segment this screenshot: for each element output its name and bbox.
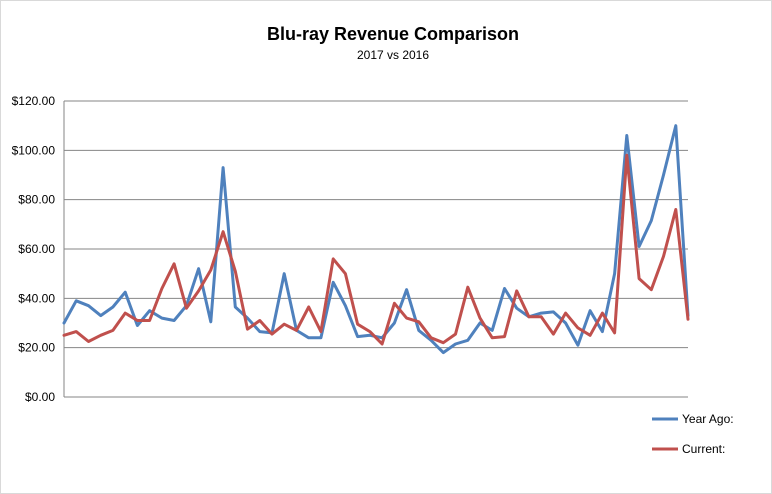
- y-tick-label: $20.00: [18, 341, 55, 355]
- series-line-year-ago: [62, 124, 690, 355]
- y-tick-label: $120.00: [12, 94, 56, 108]
- y-axis-tick-labels: $0.00 $20.00 $40.00 $60.00 $80.00 $100.00 $120…: [12, 94, 56, 404]
- y-tick-label: $0.00: [25, 390, 55, 404]
- legend-label: Current:: [682, 442, 725, 456]
- y-tick-label: $80.00: [18, 193, 55, 207]
- y-tick-label: $40.00: [18, 291, 55, 305]
- y-tick-label: $100.00: [12, 143, 56, 157]
- gridlines: [63, 100, 688, 398]
- legend: Year Ago: Current:: [652, 412, 734, 456]
- chart-subtitle: 2017 vs 2016: [356, 48, 430, 62]
- legend-label: Year Ago:: [682, 412, 734, 426]
- chart-title: Blu-ray Revenue Comparison: [266, 24, 520, 44]
- y-tick-label: $60.00: [18, 242, 55, 256]
- series-line-current: [62, 153, 690, 346]
- series-layer: [62, 124, 690, 355]
